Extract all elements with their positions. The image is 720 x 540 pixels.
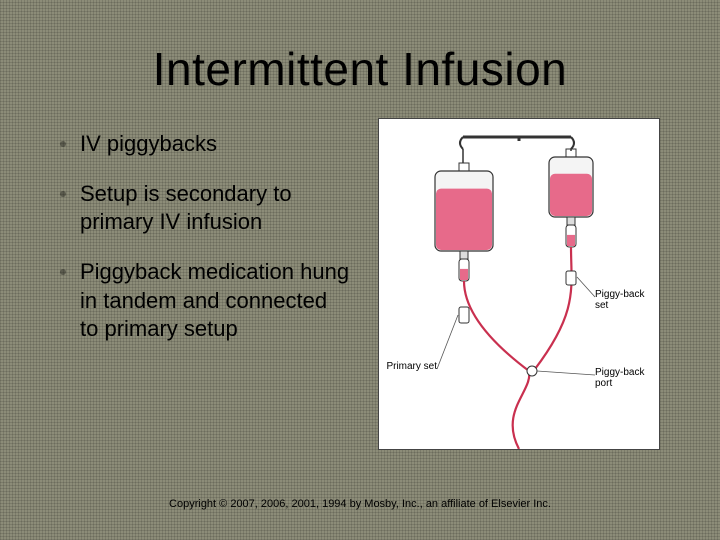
- label-piggyback-port: Piggy-back port: [595, 367, 655, 389]
- label-primary-set: Primary set: [385, 361, 437, 372]
- bullet-dot-icon: [60, 191, 66, 197]
- slide-title: Intermittent Infusion: [0, 42, 720, 96]
- bullet-text: Setup is secondary to primary IV infusio…: [80, 180, 350, 236]
- slide: Intermittent Infusion IV piggybacks Setu…: [0, 0, 720, 540]
- bullet-item: Piggyback medication hung in tandem and …: [60, 258, 350, 342]
- bullet-list: IV piggybacks Setup is secondary to prim…: [60, 130, 350, 365]
- copyright-text: Copyright © 2007, 2006, 2001, 1994 by Mo…: [0, 498, 720, 510]
- iv-diagram-svg: [379, 119, 659, 449]
- bullet-dot-icon: [60, 141, 66, 147]
- bullet-dot-icon: [60, 269, 66, 275]
- bullet-text: Piggyback medication hung in tandem and …: [80, 258, 350, 342]
- bullet-item: IV piggybacks: [60, 130, 350, 158]
- bullet-text: IV piggybacks: [80, 130, 350, 158]
- label-piggyback-set: Piggy-back set: [595, 289, 655, 311]
- bullet-item: Setup is secondary to primary IV infusio…: [60, 180, 350, 236]
- iv-piggyback-figure: Primary set Piggy-back set Piggy-back po…: [378, 118, 660, 450]
